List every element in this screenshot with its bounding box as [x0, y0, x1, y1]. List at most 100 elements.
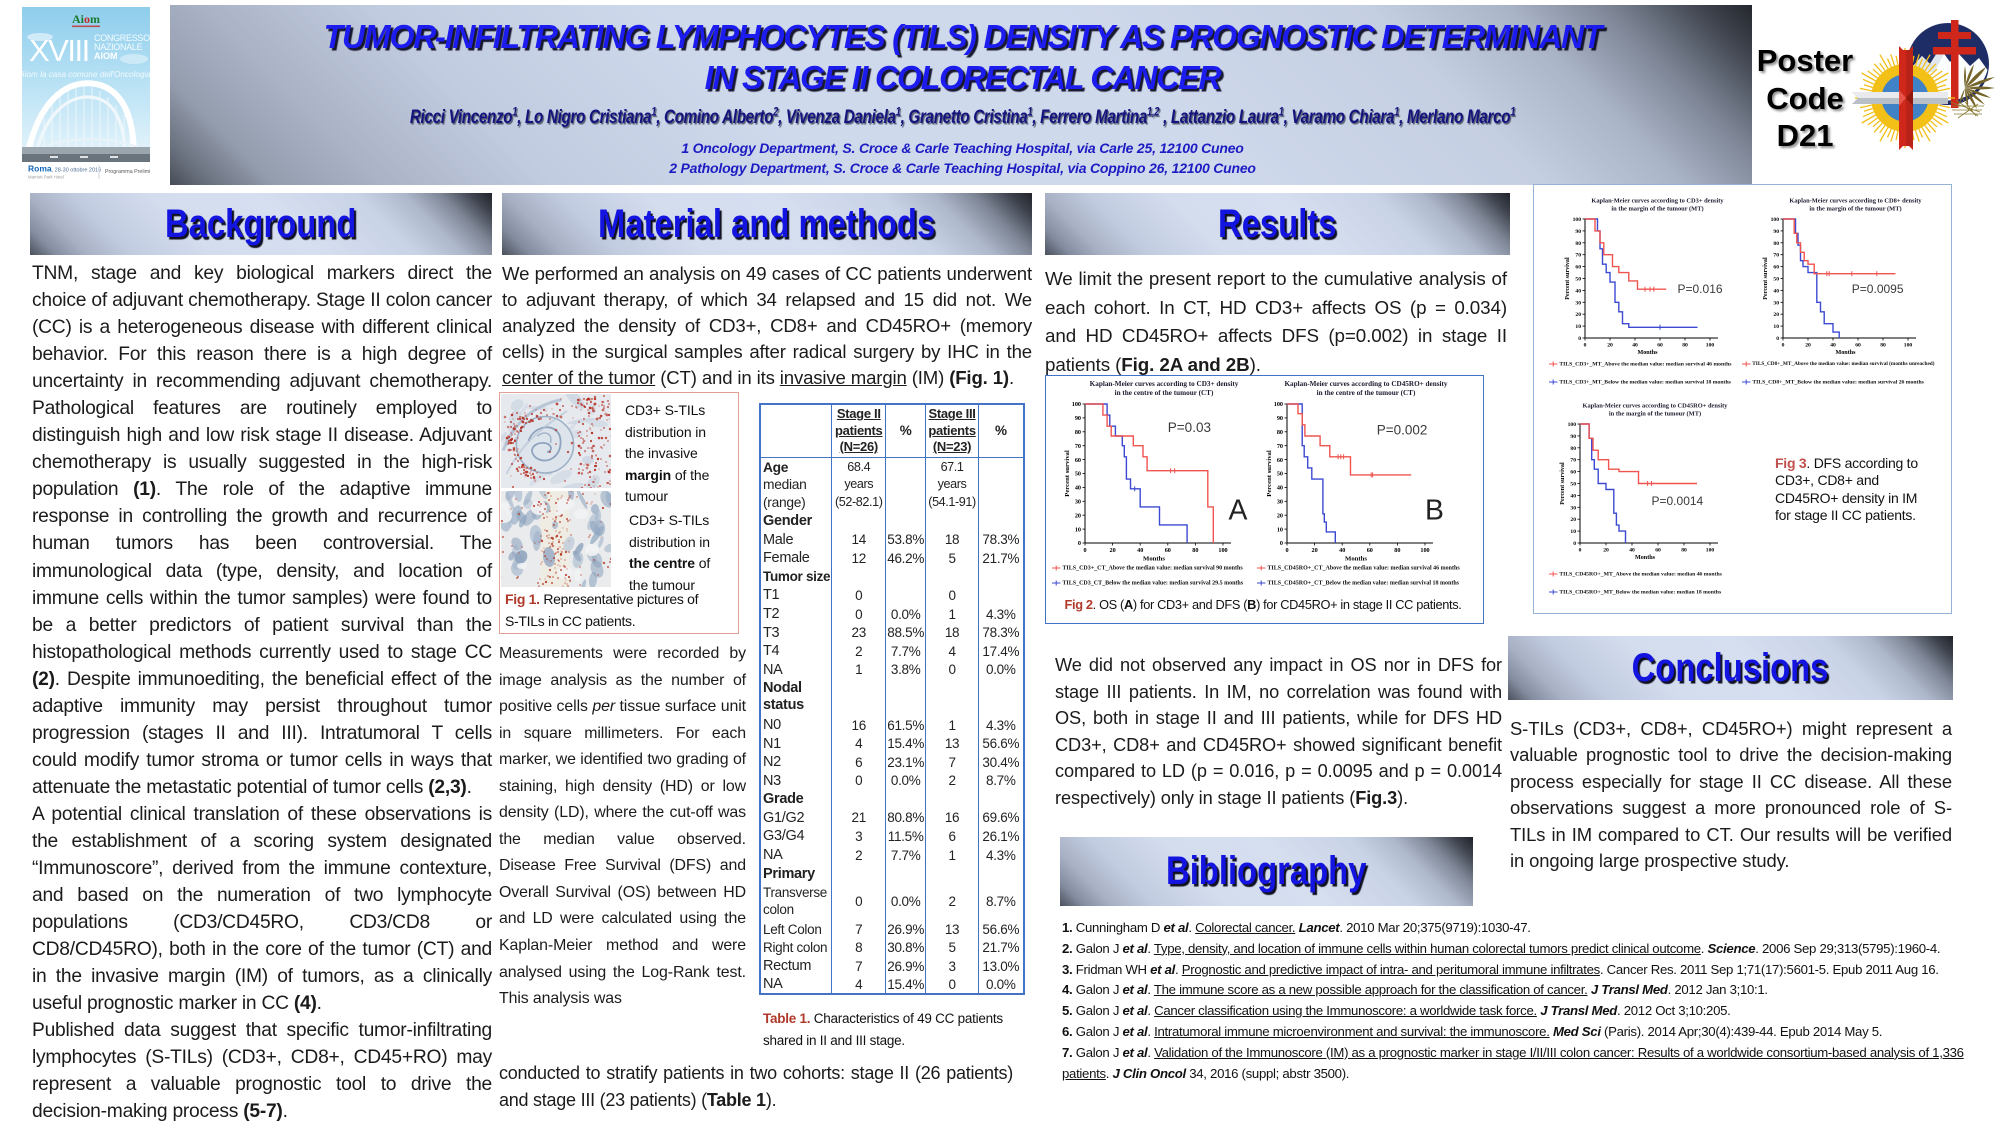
- svg-text:30: 30: [1570, 505, 1576, 511]
- svg-text:10: 10: [1075, 526, 1081, 533]
- svg-text:0: 0: [1584, 343, 1587, 349]
- svg-text:Percent survival: Percent survival: [1560, 462, 1566, 505]
- svg-text:70: 70: [1277, 443, 1283, 450]
- svg-text:NAZIONALE: NAZIONALE: [94, 42, 143, 52]
- svg-text:100: 100: [1420, 547, 1429, 554]
- svg-text:50: 50: [1570, 482, 1576, 488]
- svg-text:70: 70: [1075, 443, 1081, 450]
- svg-text:100: 100: [1568, 422, 1577, 428]
- svg-text:Months: Months: [1836, 350, 1857, 356]
- svg-text:90: 90: [1075, 415, 1081, 422]
- svg-text:50: 50: [1277, 471, 1283, 478]
- svg-text:80: 80: [1681, 548, 1687, 554]
- svg-text:30: 30: [1075, 499, 1081, 506]
- svg-text:Percent survival: Percent survival: [1565, 257, 1571, 300]
- svg-text:A: A: [1229, 494, 1248, 526]
- svg-text:10: 10: [1277, 526, 1283, 533]
- svg-text:40: 40: [1632, 343, 1638, 349]
- svg-text:50: 50: [1773, 277, 1779, 283]
- svg-text:Months: Months: [1143, 555, 1165, 562]
- svg-text:90: 90: [1575, 229, 1581, 235]
- svg-text:in the centre of the tumour (C: in the centre of the tumour (CT): [1115, 389, 1214, 397]
- svg-text:Percent survival: Percent survival: [1763, 257, 1769, 300]
- svg-text:Percent survival: Percent survival: [1064, 450, 1071, 497]
- svg-text:Marriott Park Hotel: Marriott Park Hotel: [28, 175, 64, 180]
- svg-text:40: 40: [1339, 547, 1345, 554]
- svg-text:60: 60: [1367, 547, 1373, 554]
- svg-text:P=0.03: P=0.03: [1168, 420, 1211, 435]
- svg-text:0: 0: [1285, 547, 1288, 554]
- svg-text:70: 70: [1575, 253, 1581, 259]
- svg-text:10: 10: [1570, 529, 1576, 535]
- svg-text:in the margin of the tumour (M: in the margin of the tumour (MT): [1611, 205, 1703, 212]
- svg-text:Kaplan-Meier curves according: Kaplan-Meier curves according to CD45RO+…: [1284, 380, 1447, 388]
- svg-text:AIOM: AIOM: [94, 51, 118, 61]
- svg-text:60: 60: [1165, 547, 1171, 554]
- svg-text:70: 70: [1570, 458, 1576, 464]
- svg-text:80: 80: [1682, 343, 1688, 349]
- svg-text:P=0.016: P=0.016: [1678, 282, 1723, 296]
- svg-text:in the margin of the tumour (M: in the margin of the tumour (MT): [1809, 205, 1901, 212]
- svg-text:Roma, 28-30 ottobre 2016: Roma, 28-30 ottobre 2016: [28, 164, 101, 174]
- svg-text:30: 30: [1773, 300, 1779, 306]
- svg-text:0: 0: [1280, 540, 1283, 547]
- svg-text:90: 90: [1570, 434, 1576, 440]
- svg-text:Months: Months: [1345, 555, 1367, 562]
- svg-text:30: 30: [1575, 300, 1581, 306]
- svg-text:60: 60: [1075, 457, 1081, 464]
- svg-text:80: 80: [1192, 547, 1198, 554]
- svg-text:60: 60: [1655, 548, 1661, 554]
- svg-text:100: 100: [1706, 343, 1715, 349]
- svg-text:60: 60: [1855, 343, 1861, 349]
- svg-text:Programma Preliminare: Programma Preliminare: [105, 169, 150, 175]
- svg-text:80: 80: [1880, 343, 1886, 349]
- svg-text:0: 0: [1573, 541, 1576, 547]
- svg-text:100: 100: [1573, 217, 1582, 223]
- svg-text:Aiom: Aiom: [72, 12, 100, 26]
- svg-text:100: 100: [1274, 401, 1283, 408]
- svg-text:0: 0: [1776, 336, 1779, 342]
- svg-text:Kaplan-Meier curves according: Kaplan-Meier curves according to CD8+ de…: [1789, 197, 1922, 204]
- svg-text:0: 0: [1782, 343, 1785, 349]
- svg-text:20: 20: [1805, 343, 1811, 349]
- svg-text:100: 100: [1072, 401, 1081, 408]
- svg-text:40: 40: [1629, 548, 1635, 554]
- svg-text:80: 80: [1570, 446, 1576, 452]
- svg-text:10: 10: [1773, 324, 1779, 330]
- svg-text:40: 40: [1075, 485, 1081, 492]
- svg-text:80: 80: [1075, 429, 1081, 436]
- svg-text:0: 0: [1579, 548, 1582, 554]
- svg-text:20: 20: [1575, 312, 1581, 318]
- svg-text:20: 20: [1603, 548, 1609, 554]
- svg-text:Aiom la casa comune dell'Oncol: Aiom la casa comune dell'Oncologia: [22, 70, 150, 79]
- svg-text:100: 100: [1904, 343, 1913, 349]
- svg-text:XVIII: XVIII: [29, 33, 89, 68]
- svg-text:80: 80: [1575, 241, 1581, 247]
- svg-text:P=0.002: P=0.002: [1377, 423, 1428, 438]
- svg-text:50: 50: [1575, 277, 1581, 283]
- svg-text:in the margin of the tumour (M: in the margin of the tumour (MT): [1609, 410, 1701, 417]
- svg-text:80: 80: [1773, 241, 1779, 247]
- svg-text:10: 10: [1575, 324, 1581, 330]
- svg-text:50: 50: [1075, 471, 1081, 478]
- svg-text:80: 80: [1277, 429, 1283, 436]
- svg-text:Kaplan-Meier curves according: Kaplan-Meier curves according to CD3+ de…: [1591, 197, 1724, 204]
- svg-text:40: 40: [1830, 343, 1836, 349]
- svg-text:Percent survival: Percent survival: [1266, 450, 1273, 497]
- svg-text:40: 40: [1277, 485, 1283, 492]
- svg-text:60: 60: [1575, 265, 1581, 271]
- svg-text:B: B: [1425, 494, 1444, 526]
- svg-text:40: 40: [1575, 288, 1581, 294]
- svg-text:100: 100: [1218, 547, 1227, 554]
- svg-text:40: 40: [1773, 288, 1779, 294]
- svg-text:20: 20: [1075, 512, 1081, 519]
- svg-text:60: 60: [1570, 470, 1576, 476]
- svg-text:30: 30: [1277, 499, 1283, 506]
- svg-text:0: 0: [1083, 547, 1086, 554]
- svg-text:100: 100: [1771, 217, 1780, 223]
- svg-text:100: 100: [1706, 548, 1715, 554]
- svg-text:Months: Months: [1638, 350, 1659, 356]
- svg-text:20: 20: [1570, 517, 1576, 523]
- svg-text:20: 20: [1312, 547, 1318, 554]
- svg-text:0: 0: [1578, 336, 1581, 342]
